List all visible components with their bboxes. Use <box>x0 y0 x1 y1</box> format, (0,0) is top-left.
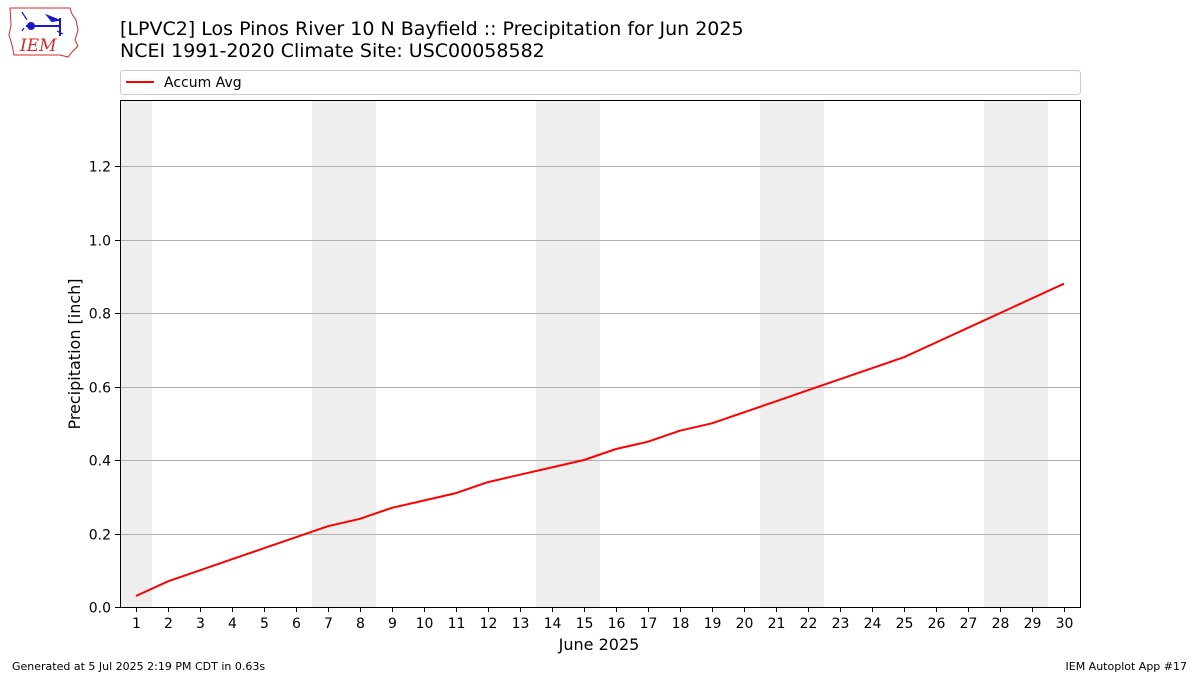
x-tick-label: 10 <box>416 616 434 632</box>
y-axis-ticks: 0.0 0.2 0.4 0.6 0.8 1.0 1.2 <box>89 160 120 617</box>
weekend-band-day-7 <box>312 100 344 607</box>
x-axis-label: June 2025 <box>558 635 640 654</box>
iowa-outline-icon <box>8 7 79 58</box>
x-tick-label: 12 <box>480 616 498 632</box>
y-tick-label: 0.0 <box>89 601 111 617</box>
y-tick-label: 1.2 <box>89 160 111 176</box>
weekend-band-day-29 <box>1016 100 1048 607</box>
x-tick-label: 16 <box>608 616 626 632</box>
x-tick-label: 5 <box>260 616 269 632</box>
x-tick-label: 26 <box>928 616 946 632</box>
y-tick-label: 0.2 <box>89 528 111 544</box>
y-tick-label: 1.0 <box>89 234 111 250</box>
weekend-band-day-28 <box>984 100 1016 607</box>
x-tick-label: 11 <box>448 616 466 632</box>
weekend-band-day-8 <box>344 100 376 607</box>
x-tick-label: 15 <box>576 616 594 632</box>
footer-generated: Generated at 5 Jul 2025 2:19 PM CDT in 0… <box>12 660 265 673</box>
legend: Accum Avg <box>120 70 1081 95</box>
x-tick-label: 7 <box>324 616 333 632</box>
x-tick-label: 17 <box>640 616 658 632</box>
x-tick-label: 21 <box>768 616 786 632</box>
series-line-accum-avg <box>135 282 1065 597</box>
x-tick-label: 30 <box>1056 616 1074 632</box>
x-tick-label: 19 <box>704 616 722 632</box>
y-tick-label: 0.8 <box>89 307 111 323</box>
x-tick-label: 25 <box>896 616 914 632</box>
x-tick-label: 14 <box>544 616 562 632</box>
legend-label-accum-avg: Accum Avg <box>164 75 242 91</box>
x-tick-label: 4 <box>228 616 237 632</box>
x-tick-label: 2 <box>164 616 173 632</box>
x-tick-label: 20 <box>736 616 754 632</box>
series-layer <box>135 282 1065 597</box>
legend-frame <box>120 70 1081 95</box>
weekend-band-day-15 <box>568 100 600 607</box>
x-tick-label: 23 <box>832 616 850 632</box>
iem-logo: IEM <box>8 7 79 58</box>
y-axis-label: Precipitation [inch] <box>65 278 84 429</box>
chart-subtitle: NCEI 1991-2020 Climate Site: USC00058582 <box>120 40 545 62</box>
logo-text: IEM <box>19 36 57 56</box>
weekend-bands <box>120 100 1048 607</box>
weekend-band-day-21 <box>760 100 792 607</box>
weather-station-icon <box>21 11 64 36</box>
x-tick-label: 29 <box>1024 616 1042 632</box>
y-tick-label: 0.4 <box>89 454 111 470</box>
x-tick-label: 6 <box>292 616 301 632</box>
x-tick-label: 1 <box>132 616 141 632</box>
footer-app: IEM Autoplot App #17 <box>1066 660 1188 673</box>
chart-title: [LPVC2] Los Pinos River 10 N Bayfield ::… <box>120 18 744 40</box>
weekend-band-day-22 <box>792 100 824 607</box>
x-tick-label: 22 <box>800 616 818 632</box>
x-tick-label: 3 <box>196 616 205 632</box>
weekend-band-day-1 <box>120 100 152 607</box>
weekend-band-day-14 <box>536 100 568 607</box>
x-tick-label: 9 <box>388 616 397 632</box>
y-tick-label: 0.6 <box>89 381 111 397</box>
x-tick-label: 8 <box>356 616 365 632</box>
x-tick-label: 18 <box>672 616 690 632</box>
grid-lines <box>120 166 1080 535</box>
x-axis-ticks: 1 2 3 4 5 6 7 8 9 10 11 12 13 14 15 16 17 18 19 20 21 22 23 24 2… <box>132 607 1073 632</box>
x-tick-label: 28 <box>992 616 1010 632</box>
plot-frame <box>120 100 1081 608</box>
x-tick-label: 27 <box>960 616 978 632</box>
x-tick-label: 24 <box>864 616 882 632</box>
x-tick-label: 13 <box>512 616 530 632</box>
